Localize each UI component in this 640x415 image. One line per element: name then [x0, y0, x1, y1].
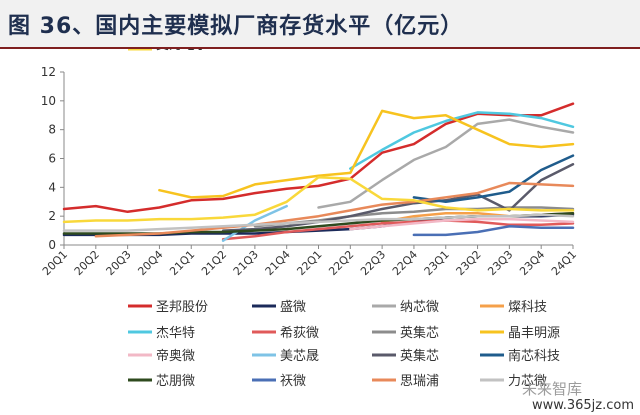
legend-label: 纳芯微: [400, 300, 439, 315]
legend-label: 盛微: [280, 300, 306, 315]
legend-label: 芯朋微: [156, 374, 195, 389]
series-line-1: [62, 102, 575, 214]
title-divider: [0, 47, 640, 49]
x-tick-label: 22Q3: [358, 248, 388, 278]
series-line-3: [317, 118, 575, 209]
x-tick-label: 20Q1: [40, 248, 70, 278]
page-title: 图 36、国内主要模拟厂商存货水平（亿元）: [8, 14, 464, 39]
legend-label: 南芯科技: [508, 348, 560, 364]
series-line-10: [221, 204, 288, 242]
watermark-url: www.365jz.com: [532, 398, 634, 413]
x-tick-label: 24Q1: [549, 248, 579, 278]
legend-label: 燦科技: [508, 300, 547, 315]
series-line-16: [62, 213, 575, 232]
x-tick-label: 20Q3: [104, 248, 134, 278]
series-line-5: [349, 111, 575, 170]
x-tick-label: 23Q2: [454, 248, 484, 278]
legend-label: 艾为电子: [156, 49, 208, 53]
x-tick-label: 22Q1: [294, 248, 324, 278]
x-tick-label: 21Q3: [231, 248, 261, 278]
y-tick-label: 0: [48, 238, 56, 252]
x-tick-label: 22Q2: [326, 248, 356, 278]
series-line-9: [349, 217, 575, 231]
x-tick-label: 21Q1: [167, 248, 197, 278]
x-tick-label: 21Q4: [263, 248, 293, 278]
legend-label: 圣邦股份: [156, 300, 208, 315]
y-tick-label: 6: [48, 152, 56, 166]
x-tick-label: 20Q2: [72, 248, 102, 278]
x-tick-label: 23Q3: [485, 248, 515, 278]
legend-label: 希荻微: [280, 326, 319, 341]
legend-label: 英集芯: [400, 348, 439, 364]
legend-label: 思瑞浦: [400, 374, 439, 389]
series-line-15: [94, 181, 575, 238]
legend-label: 帝奥微: [156, 348, 195, 364]
y-tick-label: 10: [41, 94, 56, 108]
series-line-12: [412, 154, 575, 204]
legend-label: 晶丰明源: [508, 326, 560, 341]
x-tick-label: 23Q1: [422, 248, 452, 278]
x-tick-label: 23Q4: [517, 248, 547, 278]
watermark: 未来智库: [522, 380, 583, 398]
legend-label: 杰华特: [156, 326, 195, 341]
title-bar: 图 36、国内主要模拟厂商存货水平（亿元）: [0, 0, 640, 47]
x-tick-label: 20Q4: [135, 248, 165, 278]
y-tick-label: 4: [48, 180, 56, 194]
legend-label: 英集芯: [400, 325, 439, 341]
series-line-14: [412, 225, 575, 237]
series-line-8: [158, 109, 575, 199]
y-tick-label: 8: [48, 123, 56, 137]
legend-label: 美芯晟: [280, 349, 319, 364]
inventory-line-chart: 0 2 4 6 8 10 12 20Q1 20Q2 20Q3 20Q4 21Q1 21Q2 21Q3 21Q…: [40, 49, 579, 389]
series-line-17: [62, 175, 575, 224]
legend-label: 祆微: [280, 374, 306, 389]
x-tick-label: 21Q2: [199, 248, 229, 278]
legend-label: 力芯微: [508, 374, 547, 389]
y-tick-label: 12: [41, 65, 56, 79]
series-line-11: [221, 163, 575, 232]
y-tick-label: 2: [48, 209, 56, 223]
x-tick-label: 22Q4: [390, 248, 420, 278]
series-line-6: [221, 219, 575, 241]
